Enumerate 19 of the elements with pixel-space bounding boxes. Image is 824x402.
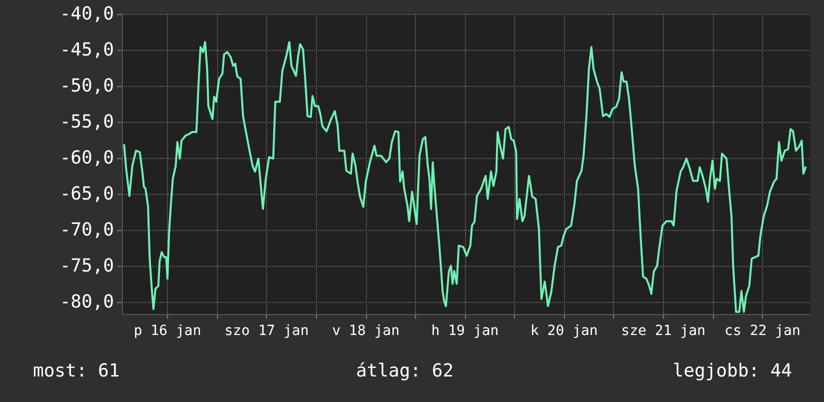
y-tick-label: -60,0: [60, 147, 114, 168]
y-tick-label: -55,0: [60, 111, 114, 132]
x-tick-label: sze 21 jan: [621, 323, 706, 339]
y-tick-label: -75,0: [60, 255, 114, 276]
x-tick-label: p 16 jan: [134, 323, 202, 339]
x-tick-label: k 20 jan: [530, 323, 598, 339]
x-tick-label: v 18 jan: [332, 323, 400, 339]
text: most: 61: [33, 360, 120, 382]
text: legjobb: 44: [672, 360, 792, 382]
x-tick-label: cs 22 jan: [724, 323, 800, 339]
y-tick-label: -50,0: [60, 75, 114, 96]
x-tick-label: h 19 jan: [431, 323, 499, 339]
x-tick-label: szo 17 jan: [224, 323, 309, 339]
text: átlag: 62: [356, 360, 454, 382]
y-tick-label: -70,0: [60, 219, 114, 240]
y-tick-label: -45,0: [60, 39, 114, 60]
y-tick-label: -65,0: [60, 183, 114, 204]
y-tick-label: -40,0: [60, 4, 114, 24]
y-tick-label: -80,0: [60, 291, 114, 312]
